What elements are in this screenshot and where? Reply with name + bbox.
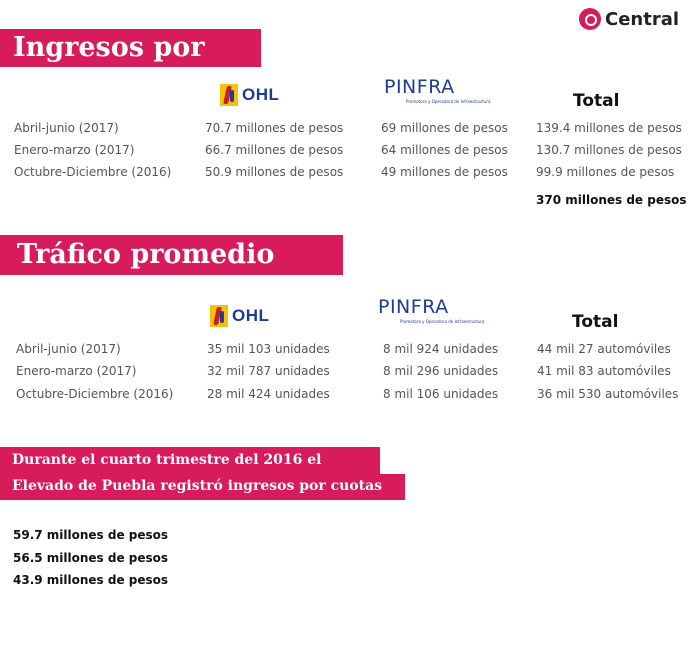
s2-row3-period: Octubre-Diciembre (2016)	[16, 387, 174, 401]
s1-row1-period: Abril-junio (2017)	[14, 121, 119, 135]
s2-row1-pinfra: 8 mil 924 unidades	[383, 342, 499, 356]
s1-row1-pinfra: 69 millones de pesos	[381, 121, 508, 135]
s3-value-3: 43.9 millones de pesos	[13, 573, 169, 587]
section3-title-line1: Durante el cuarto trimestre del 2016 el …	[0, 447, 380, 495]
s2-row3-pinfra: 8 mil 106 unidades	[383, 387, 499, 401]
central-logo-icon	[579, 8, 601, 30]
s2-row2-total: 41 mil 83 automóviles	[537, 364, 671, 378]
section1-title: Ingresos por peaje	[0, 29, 261, 101]
s2-row1-period: Abril-junio (2017)	[16, 342, 121, 356]
s2-row2-period: Enero-marzo (2017)	[16, 364, 137, 378]
section1-total-header: Total	[573, 91, 620, 111]
section2-ohl-logo: OHL	[210, 305, 269, 327]
s2-row3-total: 36 mil 530 automóviles	[537, 387, 679, 401]
central-logo-text: Central	[605, 8, 680, 30]
s2-row3-ohl: 28 mil 424 unidades	[207, 387, 330, 401]
s1-row2-pinfra: 64 millones de pesos	[381, 143, 508, 157]
s2-row1-ohl: 35 mil 103 unidades	[207, 342, 330, 356]
section1-pinfra-logo: PINFRA Promotora y Operadora de Infraest…	[384, 76, 491, 104]
s1-row3-period: Octubre-Diciembre (2016)	[14, 165, 172, 179]
s1-row2-total: 130.7 millones de pesos	[536, 143, 682, 157]
section2-pinfra-logo: PINFRA Promotora y Operadora de Infraest…	[378, 296, 485, 324]
section2-total-header: Total	[572, 312, 619, 332]
s1-row3-pinfra: 49 millones de pesos	[381, 165, 508, 179]
ohl-icon	[220, 84, 238, 106]
ohl-icon	[210, 305, 228, 327]
s1-row1-ohl: 70.7 millones de pesos	[205, 121, 344, 135]
section2-title: Tráfico promedio diario	[0, 235, 343, 310]
s2-row2-ohl: 32 mil 787 unidades	[207, 364, 330, 378]
s1-row1-total: 139.4 millones de pesos	[536, 121, 682, 135]
s2-row1-total: 44 mil 27 automóviles	[537, 342, 671, 356]
s1-row3-ohl: 50.9 millones de pesos	[205, 165, 344, 179]
s3-value-1: 59.7 millones de pesos	[13, 528, 169, 542]
section1-ohl-logo: OHL	[220, 84, 279, 106]
s2-row2-pinfra: 8 mil 296 unidades	[383, 364, 499, 378]
s3-value-2: 56.5 millones de pesos	[13, 551, 169, 565]
s1-grand-total: 370 millones de pesos	[536, 193, 687, 207]
s1-row2-ohl: 66.7 millones de pesos	[205, 143, 344, 157]
central-logo: Central	[579, 8, 679, 30]
s1-row3-total: 99.9 millones de pesos	[536, 165, 675, 179]
section3-title-line2: Elevado de Puebla registró ingresos por …	[0, 474, 405, 518]
s1-row2-period: Enero-marzo (2017)	[14, 143, 135, 157]
